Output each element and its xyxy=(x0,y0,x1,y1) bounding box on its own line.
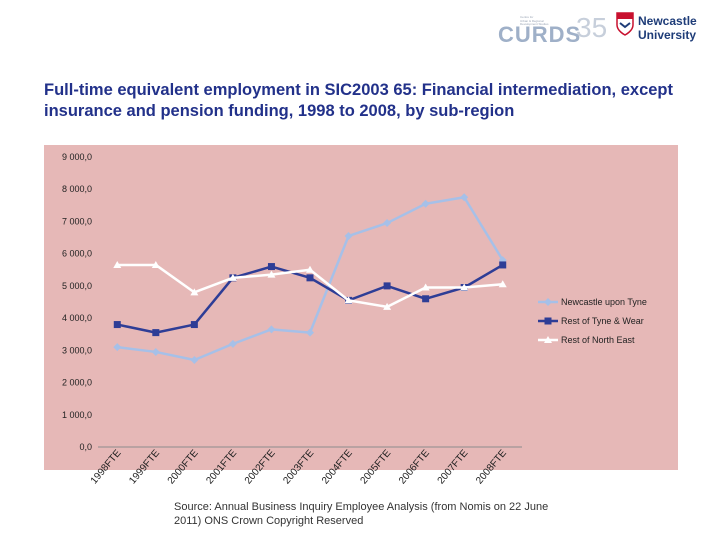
y-tick-label: 2 000,0 xyxy=(62,378,92,388)
y-tick-label: 5 000,0 xyxy=(62,281,92,291)
university-shield-icon xyxy=(616,12,634,36)
data-point-newcastle-upon-tyne xyxy=(190,356,199,364)
data-point-legend-rest-of-tyne-wear xyxy=(544,317,552,325)
header-logos: Centre for Urban & Regional Development … xyxy=(498,10,708,50)
data-point-rest-of-tyne-wear xyxy=(267,263,275,271)
data-point-rest-of-north-east xyxy=(460,283,469,291)
curds-logo: Centre for Urban & Regional Development … xyxy=(498,12,608,50)
legend-label: Rest of North East xyxy=(561,335,635,345)
data-point-newcastle-upon-tyne xyxy=(383,219,392,228)
curds-tagline-line: Development Studies xyxy=(520,22,549,26)
data-point-rest-of-tyne-wear xyxy=(113,321,121,329)
data-point-rest-of-tyne-wear xyxy=(383,282,391,290)
data-point-rest-of-north-east xyxy=(151,260,160,268)
data-point-newcastle-upon-tyne xyxy=(151,347,160,356)
y-tick-label: 3 000,0 xyxy=(62,345,92,355)
data-point-rest-of-north-east xyxy=(498,280,507,288)
y-tick-label: 0,0 xyxy=(79,442,92,452)
data-point-newcastle-upon-tyne xyxy=(228,339,237,348)
curds-wordmark: CURDS xyxy=(498,22,582,47)
data-point-rest-of-tyne-wear xyxy=(422,295,430,303)
data-point-rest-of-tyne-wear xyxy=(152,329,160,337)
data-point-rest-of-north-east xyxy=(228,273,237,281)
curds-tagline: Centre for Urban & Regional Development … xyxy=(520,15,549,27)
data-point-rest-of-tyne-wear xyxy=(306,274,314,282)
data-point-newcastle-upon-tyne xyxy=(460,193,469,202)
data-point-rest-of-north-east xyxy=(190,288,199,296)
curds-anniversary-number: 35 xyxy=(576,12,608,43)
chart-title: Full-time equivalent employment in SIC20… xyxy=(44,81,673,120)
data-point-rest-of-north-east xyxy=(113,260,122,268)
data-point-rest-of-tyne-wear xyxy=(190,321,198,329)
university-name-line1: Newcastle xyxy=(638,14,697,28)
data-point-rest-of-tyne-wear xyxy=(499,261,507,269)
newcastle-university-logo: Newcastle University xyxy=(616,12,708,50)
data-point-legend-newcastle-upon-tyne xyxy=(544,298,552,306)
data-point-rest-of-north-east xyxy=(383,302,392,310)
y-tick-label: 8 000,0 xyxy=(62,184,92,194)
data-point-rest-of-north-east xyxy=(306,265,314,273)
data-point-newcastle-upon-tyne xyxy=(344,231,353,240)
data-point-newcastle-upon-tyne xyxy=(113,343,122,352)
curds-tagline-line: Centre for xyxy=(520,15,534,19)
data-point-rest-of-north-east xyxy=(344,296,353,304)
data-point-newcastle-upon-tyne xyxy=(306,328,314,337)
y-tick-label: 7 000,0 xyxy=(62,216,92,226)
legend-label: Newcastle upon Tyne xyxy=(561,297,647,307)
data-point-rest-of-north-east xyxy=(421,283,430,291)
data-point-newcastle-upon-tyne xyxy=(421,199,430,208)
data-point-rest-of-north-east xyxy=(267,270,276,278)
y-tick-label: 9 000,0 xyxy=(62,152,92,162)
data-point-legend-rest-of-north-east xyxy=(544,336,552,343)
y-tick-label: 4 000,0 xyxy=(62,313,92,323)
y-tick-label: 1 000,0 xyxy=(62,410,92,420)
chart-area-background xyxy=(44,145,678,470)
data-point-newcastle-upon-tyne xyxy=(267,325,276,334)
y-tick-label: 6 000,0 xyxy=(62,249,92,259)
source-note: Source: Annual Business Inquiry Employee… xyxy=(174,501,549,527)
legend-label: Rest of Tyne & Wear xyxy=(561,316,644,326)
university-name-line2: University xyxy=(638,28,697,42)
curds-tagline-line: Urban & Regional xyxy=(520,18,544,23)
